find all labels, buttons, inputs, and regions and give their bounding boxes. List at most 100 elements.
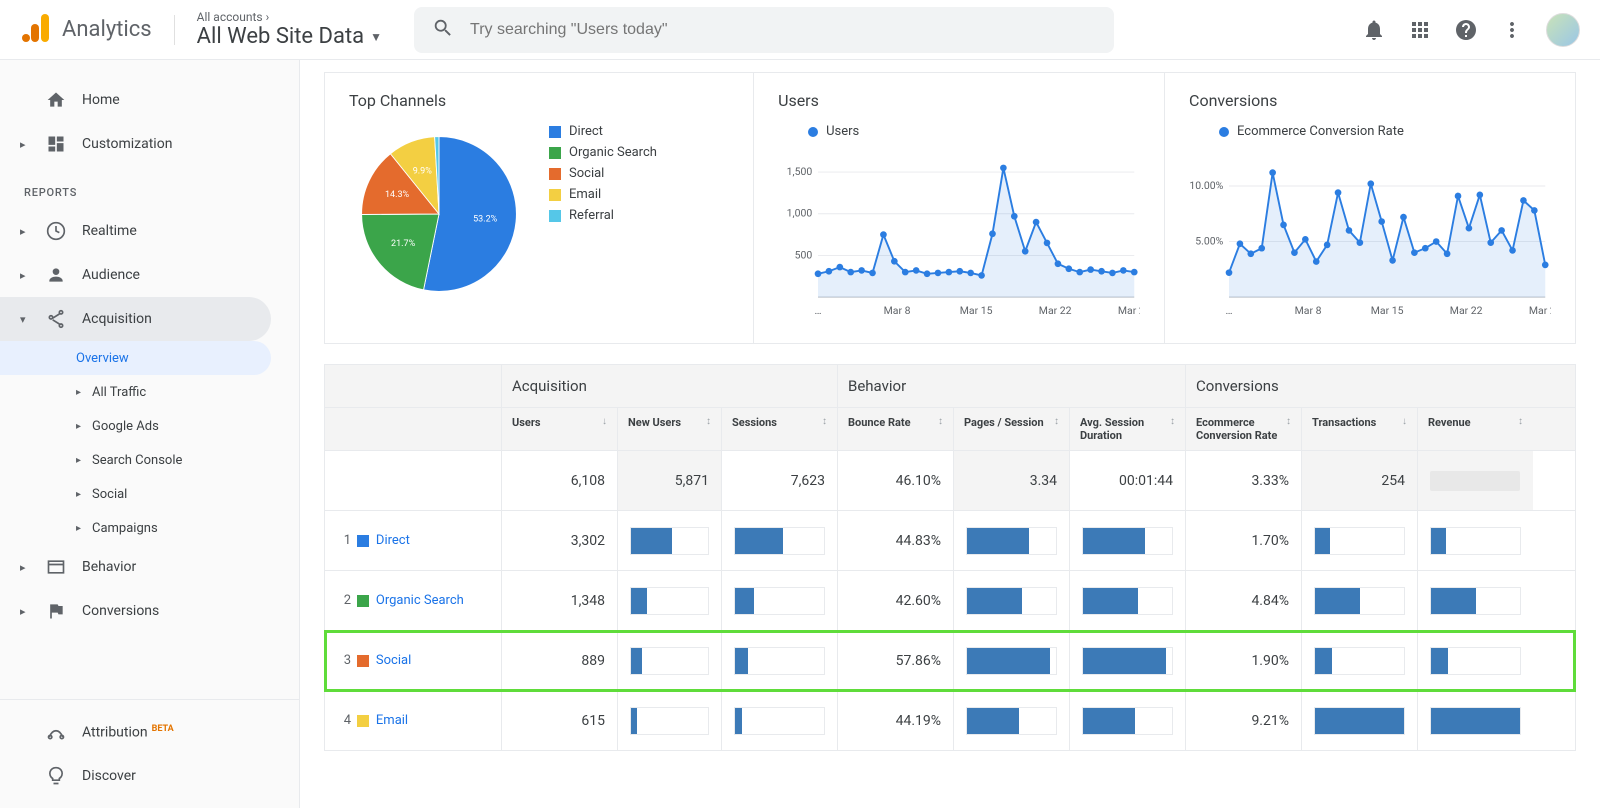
col-pps[interactable]: Pages / Session↕ (953, 408, 1069, 450)
pie-chart: 53.2%21.7%14.3%9.9% (349, 124, 529, 304)
sidebar-sub-campaigns[interactable]: ▸Campaigns (0, 511, 271, 545)
svg-text:10.00%: 10.00% (1189, 179, 1223, 192)
sidebar-label: Behavior (82, 559, 136, 575)
table-column-header: Users↓ New Users↕ Sessions↕ Bounce Rate↕… (325, 408, 1575, 451)
channel-link[interactable]: Organic Search (376, 593, 464, 608)
product-logo[interactable]: Analytics (20, 12, 152, 48)
more-vert-icon[interactable] (1500, 18, 1524, 42)
card-title: Conversions (1189, 91, 1551, 110)
channel-link[interactable]: Email (376, 713, 408, 728)
account-breadcrumb: All accounts (197, 10, 263, 24)
sidebar-item-discover[interactable]: Discover (0, 754, 271, 798)
sidebar-item-behavior[interactable]: ▸Behavior (0, 545, 271, 589)
notifications-icon[interactable] (1362, 18, 1386, 42)
sidebar-sub-search-console[interactable]: ▸Search Console (0, 443, 271, 477)
sidebar-sub-overview[interactable]: Overview (0, 341, 271, 375)
cell-bounce: 57.86% (837, 631, 953, 690)
col-sessions[interactable]: Sessions↕ (721, 408, 837, 450)
svg-text:Mar 29: Mar 29 (1529, 304, 1551, 317)
apps-icon[interactable] (1408, 18, 1432, 42)
sidebar-item-conversions[interactable]: ▸Conversions (0, 589, 271, 633)
svg-text:…: … (1226, 304, 1233, 317)
app-header: Analytics All accounts › All Web Site Da… (0, 0, 1600, 60)
col-revenue[interactable]: Revenue↕ (1417, 408, 1533, 450)
cell-ecr: 1.90% (1185, 631, 1301, 690)
sidebar-item-acquisition[interactable]: ▾Acquisition (0, 297, 271, 341)
col-users[interactable]: Users↓ (501, 408, 617, 450)
sidebar-item-audience[interactable]: ▸Audience (0, 253, 271, 297)
search-input[interactable] (470, 21, 1096, 39)
cell-duration-bar (1069, 511, 1185, 570)
user-avatar[interactable] (1546, 13, 1580, 47)
account-picker[interactable]: All accounts › All Web Site Data ▼ (197, 10, 382, 49)
svg-text:9.9%: 9.9% (413, 166, 432, 176)
cell-bounce: 44.83% (837, 511, 953, 570)
table-row[interactable]: 4 Email61544.19%9.21% (325, 691, 1575, 751)
legend-swatch (549, 210, 561, 222)
analytics-logo-icon (20, 12, 52, 48)
cell-trans-bar (1301, 571, 1417, 630)
pie-legend: DirectOrganic SearchSocialEmailReferral (549, 124, 657, 229)
sidebar-label: Realtime (82, 223, 137, 239)
legend-label: Organic Search (569, 145, 657, 160)
cell-revenue-bar (1417, 631, 1533, 690)
svg-text:Mar 8: Mar 8 (1295, 304, 1322, 317)
sidebar-item-attribution[interactable]: AttributionBETA (0, 710, 271, 754)
sidebar-item-home[interactable]: Home (0, 78, 271, 122)
channel-link[interactable]: Social (376, 653, 411, 668)
total-transactions: 254 (1301, 451, 1417, 510)
total-duration: 00:01:44 (1069, 451, 1185, 510)
cell-trans-bar (1301, 631, 1417, 690)
card-title: Top Channels (349, 91, 729, 110)
cell-duration-bar (1069, 571, 1185, 630)
table-row[interactable]: 2 Organic Search1,34842.60%4.84% (325, 571, 1575, 631)
sidebar-label: Audience (82, 267, 140, 283)
cell-revenue-bar (1417, 571, 1533, 630)
col-new-users[interactable]: New Users↕ (617, 408, 721, 450)
row-number: 3 (337, 653, 351, 668)
channel-link[interactable]: Direct (376, 533, 410, 548)
legend-swatch (549, 168, 561, 180)
table-row[interactable]: 1 Direct3,30244.83%1.70% (325, 511, 1575, 571)
person-icon (46, 265, 66, 285)
svg-text:Mar 15: Mar 15 (960, 304, 993, 317)
cell-pps-bar (953, 511, 1069, 570)
col-transactions[interactable]: Transactions↓ (1301, 408, 1417, 450)
svg-text:Mar 29: Mar 29 (1118, 304, 1140, 317)
legend-label: Direct (569, 124, 603, 139)
svg-text:21.7%: 21.7% (391, 239, 416, 249)
search-bar[interactable] (414, 7, 1114, 53)
group-conversions: Conversions (1185, 365, 1533, 407)
sidebar-item-realtime[interactable]: ▸Realtime (0, 209, 271, 253)
legend-label: Social (569, 166, 604, 181)
sidebar-sub-social[interactable]: ▸Social (0, 477, 271, 511)
help-icon[interactable] (1454, 18, 1478, 42)
main-content: Top Channels 53.2%21.7%14.3%9.9% DirectO… (300, 60, 1600, 808)
cell-ecr: 9.21% (1185, 691, 1301, 750)
beta-badge: BETA (152, 724, 174, 734)
svg-text:Mar 15: Mar 15 (1371, 304, 1404, 317)
sidebar-item-customization[interactable]: ▸Customization (0, 122, 271, 166)
legend-label: Referral (569, 208, 614, 223)
sidebar-label: Conversions (82, 603, 159, 619)
total-ecr: 3.33% (1185, 451, 1301, 510)
svg-text:53.2%: 53.2% (473, 214, 498, 224)
table-row[interactable]: 3 Social88957.86%1.90% (325, 631, 1575, 691)
sidebar-sub-all-traffic[interactable]: ▸All Traffic (0, 375, 271, 409)
cell-revenue-bar (1417, 511, 1533, 570)
table-totals-row: 6,108 5,871 7,623 46.10% 3.34 00:01:44 3… (325, 451, 1575, 511)
svg-text:Mar 8: Mar 8 (884, 304, 911, 317)
cell-users: 1,348 (501, 571, 617, 630)
legend-swatch (549, 126, 561, 138)
caret-down-icon: ▼ (370, 30, 382, 44)
total-new-users: 5,871 (617, 451, 721, 510)
product-name: Analytics (62, 17, 152, 42)
svg-text:5.00%: 5.00% (1195, 234, 1223, 247)
channels-table: Acquisition Behavior Conversions Users↓ … (324, 364, 1576, 751)
reports-section-label: REPORTS (0, 166, 299, 209)
col-bounce[interactable]: Bounce Rate↕ (837, 408, 953, 450)
col-duration[interactable]: Avg. Session Duration↕ (1069, 408, 1185, 450)
sidebar-sub-google-ads[interactable]: ▸Google Ads (0, 409, 271, 443)
col-ecr[interactable]: Ecommerce Conversion Rate↕ (1185, 408, 1301, 450)
home-icon (46, 90, 66, 110)
